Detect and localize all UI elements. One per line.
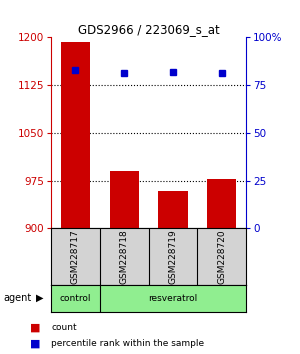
Text: ■: ■ (30, 322, 40, 332)
Text: GSM228718: GSM228718 (120, 229, 129, 284)
Bar (158, 192, 188, 228)
Text: control: control (60, 294, 91, 303)
Text: GSM228719: GSM228719 (168, 229, 177, 284)
Bar (61, 42, 90, 228)
Title: GDS2966 / 223069_s_at: GDS2966 / 223069_s_at (78, 23, 219, 36)
Text: GSM228717: GSM228717 (71, 229, 80, 284)
Text: count: count (51, 323, 76, 332)
Text: agent: agent (3, 293, 31, 303)
Bar (207, 179, 236, 228)
Text: GSM228720: GSM228720 (217, 229, 226, 284)
Text: ■: ■ (30, 338, 40, 348)
Bar (110, 171, 139, 228)
Text: ▶: ▶ (36, 293, 44, 303)
Text: percentile rank within the sample: percentile rank within the sample (51, 339, 204, 348)
Text: resveratrol: resveratrol (148, 294, 197, 303)
